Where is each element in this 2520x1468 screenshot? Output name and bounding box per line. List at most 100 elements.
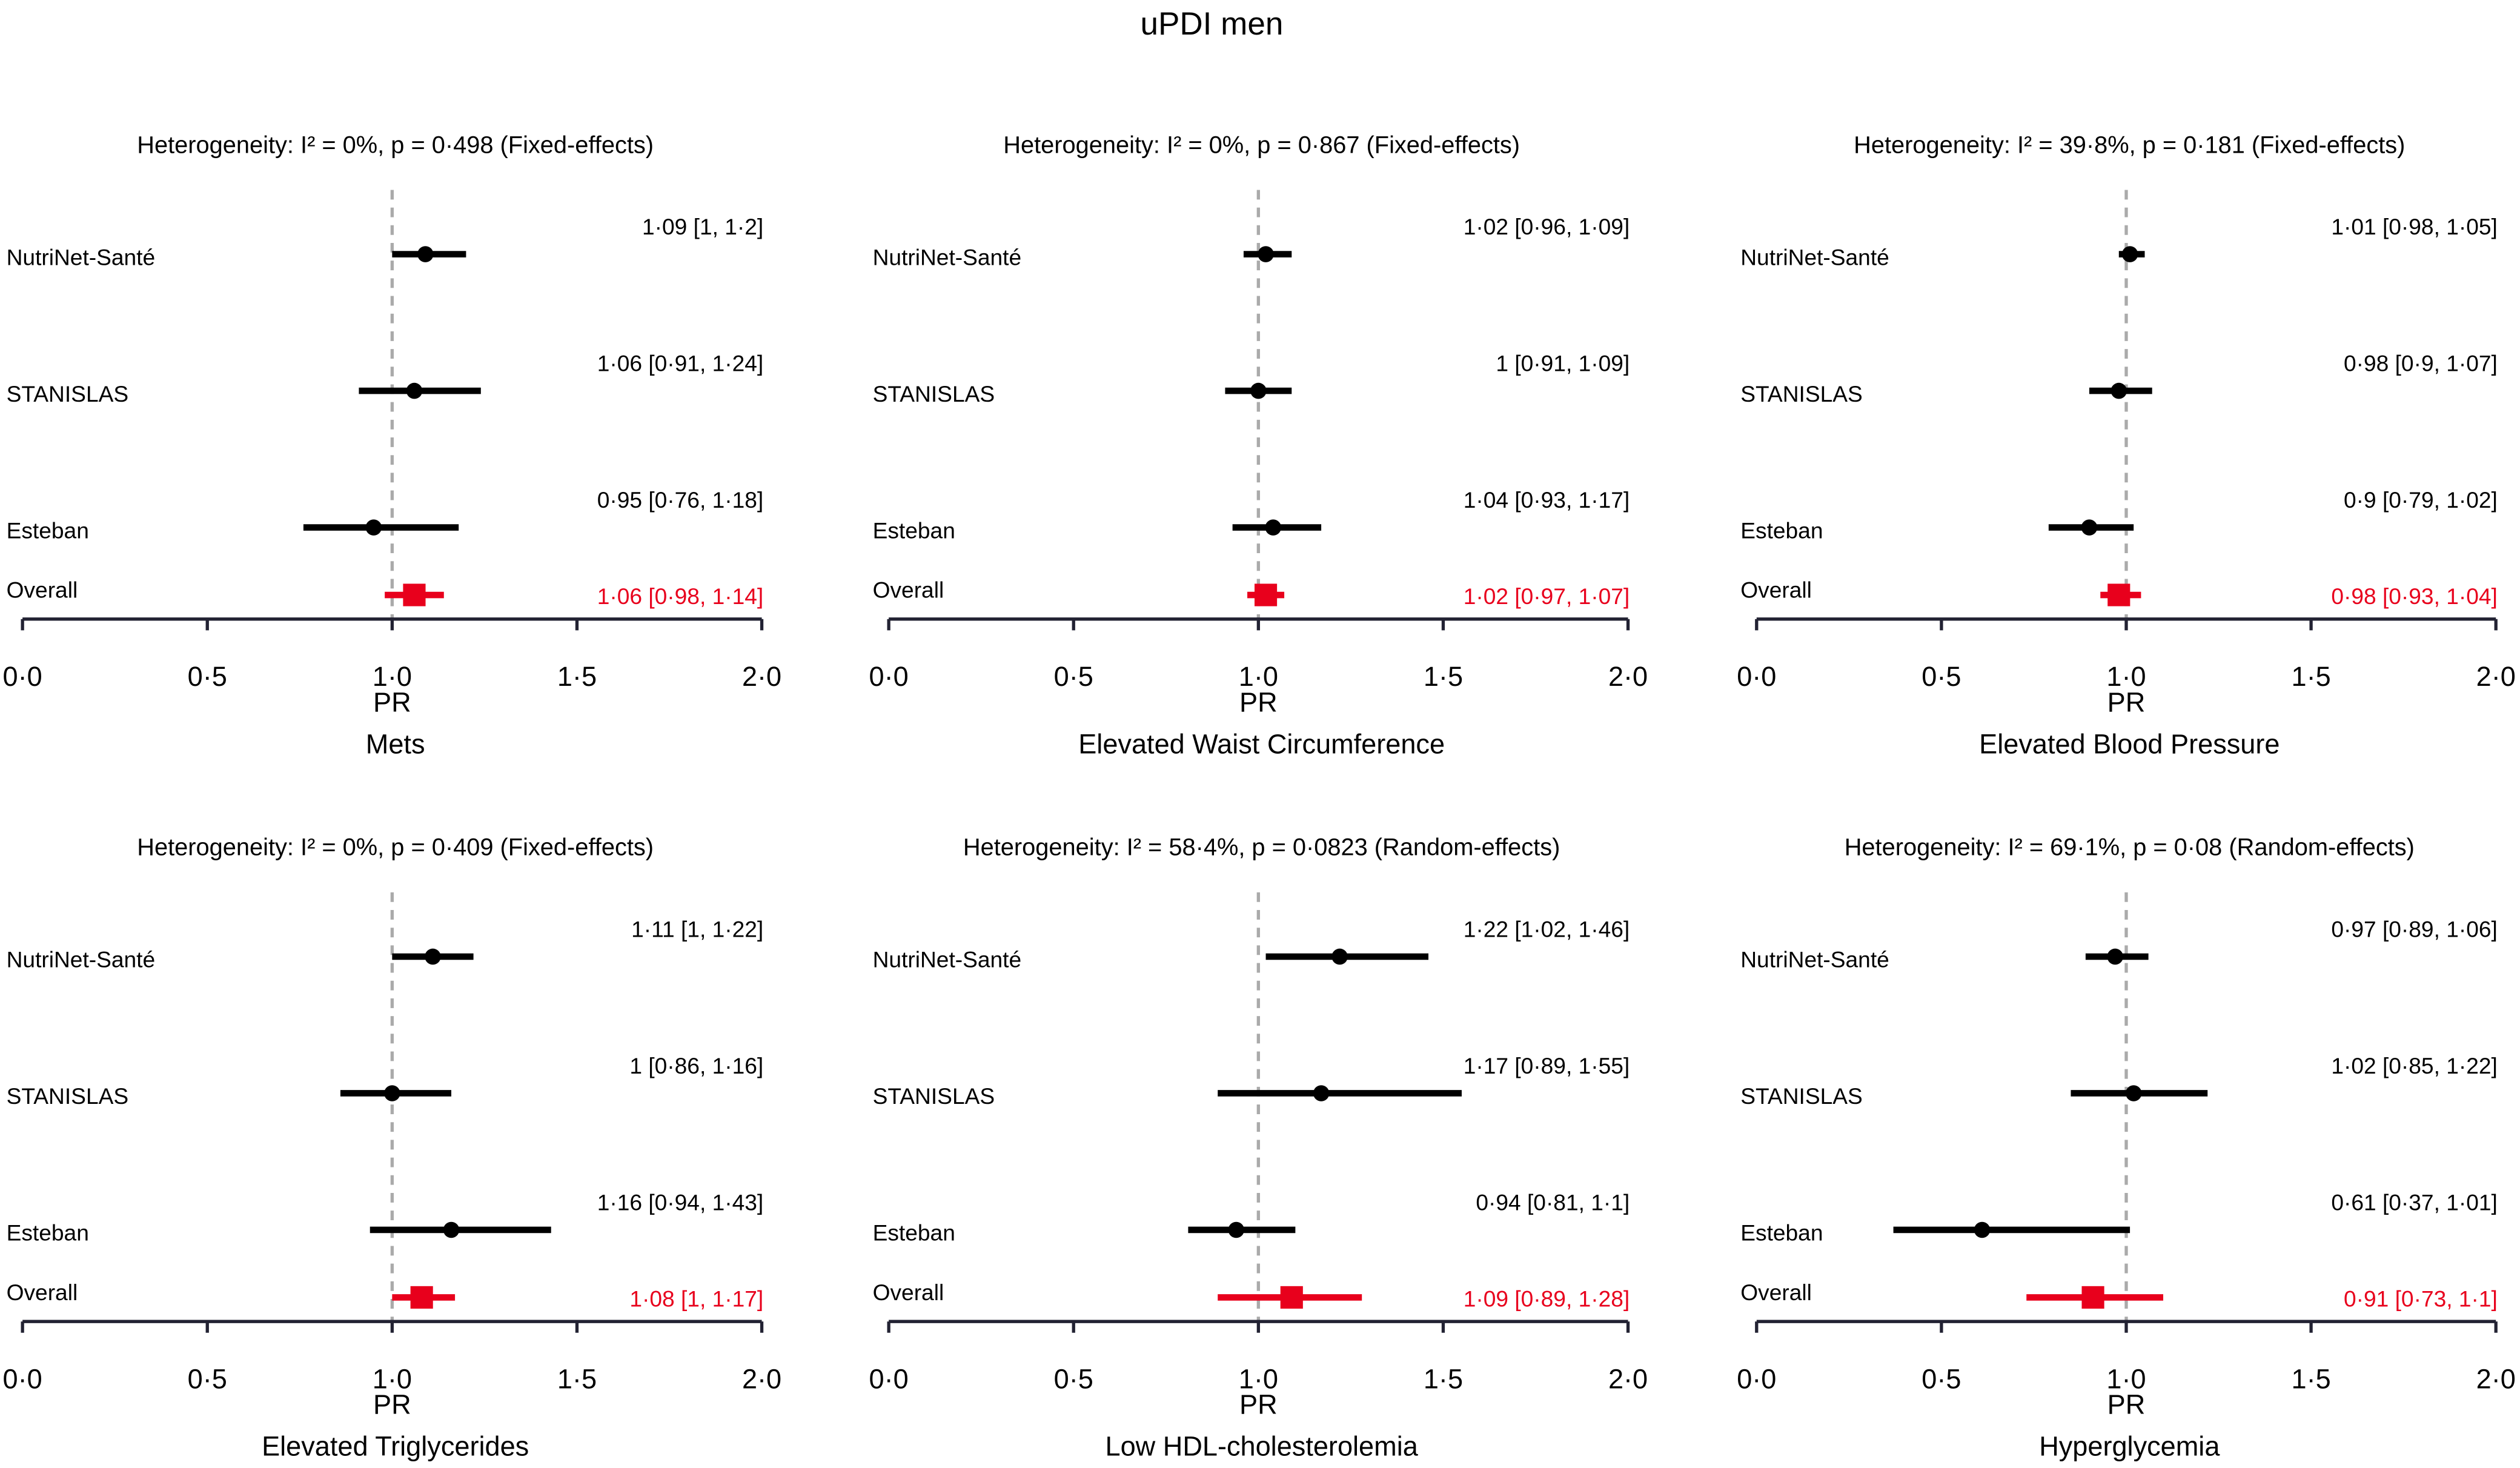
x-tick-label: 1·5 (1424, 1363, 1463, 1394)
estimate (2110, 382, 2127, 399)
panel-caption: Low HDL-cholesterolemia (1106, 1431, 1419, 1462)
x-tick-label: 2·0 (2476, 661, 2516, 692)
panel-title: Heterogeneity: I² = 0%, p = 0·409 (Fixed… (137, 834, 654, 861)
estimate (2081, 519, 2098, 536)
study-label: NutriNet-Santé (7, 947, 156, 972)
estimate (1265, 519, 1282, 536)
x-tick-label: 1·5 (557, 661, 597, 692)
panel-title: Heterogeneity: I² = 69·1%, p = 0·08 (Ran… (1845, 834, 2415, 861)
panel-caption: Elevated Triglycerides (262, 1431, 529, 1462)
study-label: Overall (7, 1280, 78, 1305)
study-label: STANISLAS (1740, 1083, 1863, 1109)
estimate (384, 1085, 400, 1101)
study-label: Esteban (1740, 1220, 1823, 1246)
estimate (425, 948, 441, 965)
study-label: STANISLAS (873, 381, 995, 407)
estimate (1258, 246, 1274, 262)
estimate (1250, 382, 1267, 399)
x-tick-label: 2·0 (742, 661, 781, 692)
value-label: 1·02 [0·96, 1·09] (1464, 214, 1630, 239)
x-tick-label: 2·0 (1608, 661, 1648, 692)
study-label: NutriNet-Santé (873, 244, 1022, 270)
estimate (2081, 1286, 2104, 1309)
value-label: 1·11 [1, 1·22] (631, 916, 763, 942)
x-tick-label: 0·0 (869, 661, 909, 692)
x-axis-label: PR (2107, 1389, 2146, 1420)
x-tick-label: 1·5 (557, 1363, 597, 1394)
figure-title: uPDI men (1140, 6, 1283, 42)
x-tick-label: 1·5 (2292, 661, 2331, 692)
x-axis-label: PR (373, 1389, 411, 1420)
value-label: 1·08 [1, 1·17] (629, 1286, 763, 1312)
value-label: 0·95 [0·76, 1·18] (597, 487, 763, 513)
value-label: 1·17 [0·89, 1·55] (1464, 1053, 1630, 1078)
x-tick-label: 0·5 (188, 661, 227, 692)
value-label: 1·06 [0·91, 1·24] (597, 350, 763, 376)
x-tick-label: 1·0 (1239, 1363, 1278, 1394)
study-label: Overall (873, 1280, 944, 1305)
value-label: 1·02 [0·85, 1·22] (2331, 1053, 2498, 1078)
value-label: 1 [0·91, 1·09] (1496, 350, 1630, 376)
study-label: Esteban (1740, 517, 1823, 543)
study-label: STANISLAS (873, 1083, 995, 1109)
x-tick-label: 1·0 (2106, 1363, 2146, 1394)
value-label: 0·9 [0·79, 1·02] (2344, 487, 2498, 513)
value-label: 1·09 [1, 1·2] (642, 214, 763, 239)
x-axis-label: PR (373, 686, 411, 717)
x-axis-label: PR (1239, 1389, 1278, 1420)
study-label: Esteban (7, 517, 89, 543)
estimate (417, 246, 434, 262)
panel-title: Heterogeneity: I² = 58·4%, p = 0·0823 (R… (963, 834, 1560, 861)
panel-title: Heterogeneity: I² = 0%, p = 0·867 (Fixed… (1003, 131, 1520, 158)
value-label: 0·61 [0·37, 1·01] (2331, 1189, 2498, 1215)
x-tick-label: 1·0 (1239, 661, 1278, 692)
value-label: 1 [0·86, 1·16] (629, 1053, 763, 1078)
estimate (406, 382, 423, 399)
estimate (2125, 1085, 2142, 1101)
x-tick-label: 0·0 (3, 1363, 42, 1394)
x-tick-label: 1·0 (2106, 661, 2146, 692)
estimate (365, 519, 382, 536)
x-tick-label: 1·5 (2292, 1363, 2331, 1394)
value-label: 0·98 [0·93, 1·04] (2331, 583, 2498, 609)
x-tick-label: 2·0 (1608, 1363, 1648, 1394)
value-label: 1·16 [0·94, 1·43] (597, 1189, 763, 1215)
study-label: Overall (7, 577, 78, 603)
study-label: Esteban (873, 517, 955, 543)
x-tick-label: 2·0 (742, 1363, 781, 1394)
study-label: Esteban (7, 1220, 89, 1246)
x-tick-label: 0·0 (1737, 661, 1776, 692)
value-label: 1·09 [0·89, 1·28] (1464, 1286, 1630, 1312)
x-tick-label: 0·0 (3, 661, 42, 692)
study-label: NutriNet-Santé (1740, 244, 1889, 270)
x-tick-label: 0·0 (869, 1363, 909, 1394)
study-label: Overall (873, 577, 944, 603)
study-label: NutriNet-Santé (873, 947, 1022, 972)
estimate (1280, 1286, 1303, 1309)
value-label: 0·98 [0·9, 1·07] (2344, 350, 2498, 376)
study-label: Overall (1740, 1280, 1812, 1305)
estimate (2107, 583, 2130, 606)
panel-title: Heterogeneity: I² = 0%, p = 0·498 (Fixed… (137, 131, 654, 158)
x-tick-label: 2·0 (2476, 1363, 2516, 1394)
x-tick-label: 0·5 (1054, 1363, 1093, 1394)
panel-caption: Elevated Waist Circumference (1078, 728, 1445, 759)
value-label: 1·01 [0·98, 1·05] (2331, 214, 2498, 239)
x-tick-label: 0·5 (188, 1363, 227, 1394)
x-tick-label: 1·0 (373, 661, 412, 692)
value-label: 1·22 [1·02, 1·46] (1464, 916, 1630, 942)
x-tick-label: 0·5 (1921, 661, 1961, 692)
estimate (1331, 948, 1348, 965)
study-label: Esteban (873, 1220, 955, 1246)
panel-caption: Elevated Blood Pressure (1979, 728, 2280, 759)
estimate (1313, 1085, 1330, 1101)
x-axis-label: PR (2107, 686, 2146, 717)
study-label: Overall (1740, 577, 1812, 603)
value-label: 0·91 [0·73, 1·1] (2344, 1286, 2498, 1312)
estimate (443, 1221, 460, 1238)
panel-title: Heterogeneity: I² = 39·8%, p = 0·181 (Fi… (1854, 131, 2405, 158)
value-label: 1·02 [0·97, 1·07] (1464, 583, 1630, 609)
value-label: 0·97 [0·89, 1·06] (2331, 916, 2498, 942)
x-tick-label: 0·5 (1054, 661, 1093, 692)
value-label: 0·94 [0·81, 1·1] (1476, 1189, 1630, 1215)
